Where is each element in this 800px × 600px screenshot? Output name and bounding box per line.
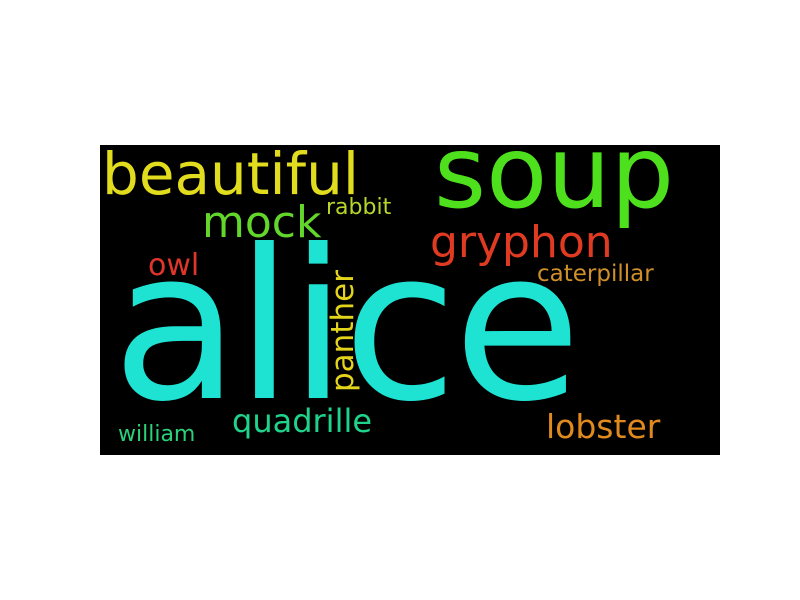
word-caterpillar: caterpillar	[537, 261, 654, 287]
word-lobster: lobster	[546, 407, 661, 446]
word-quadrille: quadrille	[232, 402, 373, 440]
word-cloud-canvas: alice soup beautiful mock rabbit gryphon…	[100, 145, 720, 455]
word-soup: soup	[434, 145, 675, 231]
word-owl: owl	[148, 248, 200, 283]
word-mock: mock	[202, 197, 322, 248]
word-william: william	[118, 422, 196, 447]
word-gryphon: gryphon	[430, 217, 613, 268]
word-rabbit: rabbit	[326, 195, 392, 220]
word-beautiful: beautiful	[102, 145, 359, 208]
word-panther: panther	[325, 270, 361, 392]
word-alice: alice	[112, 206, 581, 448]
